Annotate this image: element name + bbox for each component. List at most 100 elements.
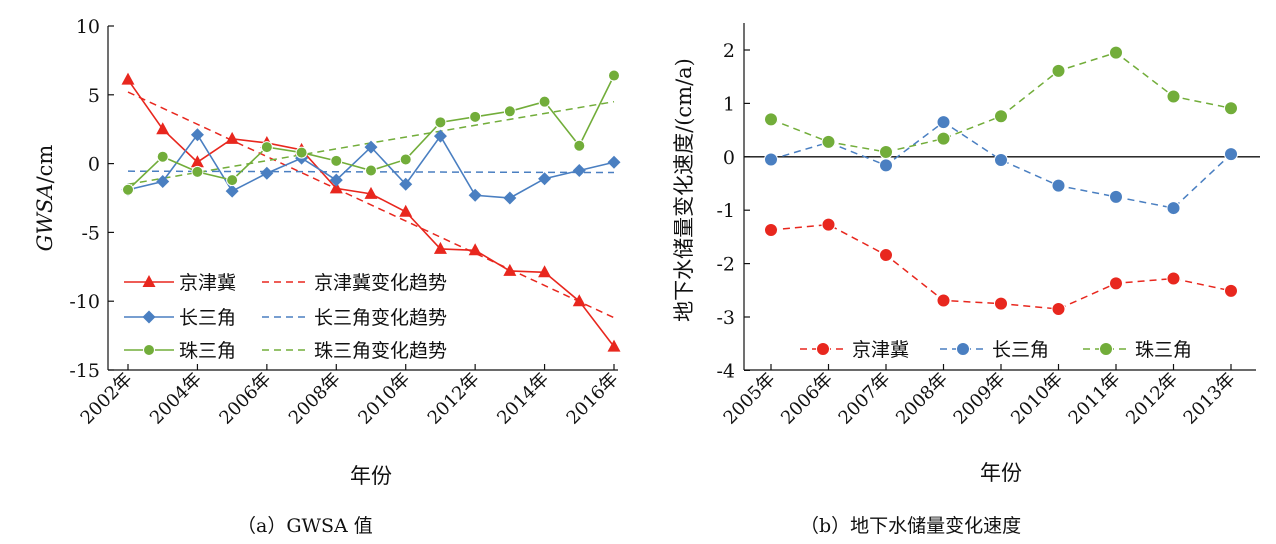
legend-marker (816, 342, 830, 356)
data-point (329, 173, 343, 187)
data-point (295, 146, 308, 159)
y-axis-label: GWSA/cm (33, 145, 57, 252)
legend-label: 珠三角变化趋势 (314, 340, 447, 362)
y-tick-label: 10 (76, 16, 100, 38)
data-point (156, 174, 170, 188)
data-point (572, 294, 586, 307)
legend-label: 长三角 (179, 307, 236, 329)
data-point (190, 155, 204, 168)
data-point (399, 204, 413, 217)
data-point (1224, 283, 1238, 298)
caption-panel-a: （a）GWSA 值 (237, 515, 373, 537)
y-tick-label: 0 (88, 154, 100, 176)
data-point (156, 122, 170, 135)
y-tick-label: -15 (69, 360, 100, 382)
data-point (994, 109, 1008, 124)
data-point (608, 69, 620, 82)
data-point (433, 129, 447, 143)
x-tick-label: 2006年 (215, 369, 275, 429)
legend-marker (142, 275, 156, 287)
data-point (573, 139, 586, 152)
legend-label: 长三角变化趋势 (314, 307, 447, 329)
data-point (538, 265, 552, 278)
data-point (364, 186, 378, 199)
data-point (936, 115, 951, 130)
x-tick-label: 2006年 (777, 369, 837, 429)
legend-marker (142, 310, 156, 324)
data-point (225, 131, 239, 144)
data-point (607, 155, 621, 169)
data-point (1166, 201, 1181, 216)
data-point (572, 163, 586, 177)
data-point (433, 241, 447, 254)
legend-marker (143, 344, 155, 356)
x-tick-label: 2012年 (424, 369, 484, 429)
series-line (770, 223, 1232, 310)
legend-marker (956, 342, 970, 356)
data-point (994, 296, 1008, 311)
data-point (364, 140, 378, 154)
y-tick-label: -3 (716, 307, 735, 329)
x-tick-label: 2016年 (563, 369, 623, 429)
data-point (764, 222, 778, 237)
data-point (879, 248, 893, 263)
y-tick-label: 0 (723, 147, 735, 169)
data-point (1166, 271, 1181, 286)
x-axis-label: 年份 (980, 461, 1022, 485)
data-point (764, 152, 778, 167)
x-tick-label: 2010年 (1007, 369, 1067, 429)
y-tick-label: 5 (88, 85, 100, 107)
caption-panel-b: （b）地下水储量变化速度 (800, 515, 1022, 537)
data-point (399, 153, 412, 166)
y-axis-label: 地下水储量变化速度/(cm/a) (672, 58, 696, 322)
y-tick-label: -1 (716, 200, 735, 222)
data-point (122, 183, 134, 196)
data-point (1224, 147, 1238, 162)
y-tick-label: -2 (716, 254, 735, 276)
x-tick-label: 2008年 (892, 369, 952, 429)
data-point (191, 165, 204, 178)
legend-label: 京津冀变化趋势 (314, 272, 447, 294)
data-point (503, 191, 517, 205)
y-tick-label: -4 (716, 360, 735, 382)
series-line (770, 121, 1232, 209)
x-tick-label: 2009年 (950, 369, 1010, 429)
data-point (994, 153, 1008, 168)
legend-label: 珠三角 (179, 340, 236, 362)
x-tick-label: 2011年 (1065, 369, 1125, 429)
y-tick-label: 1 (723, 93, 735, 115)
data-point (365, 164, 377, 177)
data-point (156, 150, 169, 163)
data-point (879, 158, 893, 173)
data-point (1109, 45, 1123, 60)
data-point (503, 263, 517, 276)
data-point (821, 134, 836, 149)
data-point (1224, 101, 1238, 116)
data-point (764, 112, 778, 127)
x-tick-label: 2010年 (354, 369, 414, 429)
data-point (1109, 276, 1123, 291)
data-point (1051, 301, 1066, 316)
x-tick-label: 2008年 (285, 369, 345, 429)
data-point (1166, 89, 1181, 104)
data-point (190, 128, 204, 142)
y-tick-label: -5 (81, 222, 100, 244)
data-point (226, 174, 239, 187)
series-line (770, 51, 1232, 153)
x-axis-label: 年份 (350, 464, 392, 488)
data-point (260, 141, 273, 154)
chart-panel-b: 210-1-2-3-42005年2006年2007年2008年2009年2010… (672, 23, 1260, 485)
x-tick-label: 2004年 (146, 369, 206, 429)
legend-label: 京津冀 (179, 272, 236, 294)
data-point (225, 184, 239, 198)
x-tick-label: 2013年 (1180, 369, 1240, 429)
data-point (607, 339, 621, 352)
legend-label: 长三角 (992, 339, 1049, 361)
data-point (469, 110, 482, 123)
legend-label: 京津冀 (852, 339, 909, 361)
data-point (260, 166, 274, 180)
data-point (434, 116, 447, 129)
data-point (538, 172, 552, 186)
